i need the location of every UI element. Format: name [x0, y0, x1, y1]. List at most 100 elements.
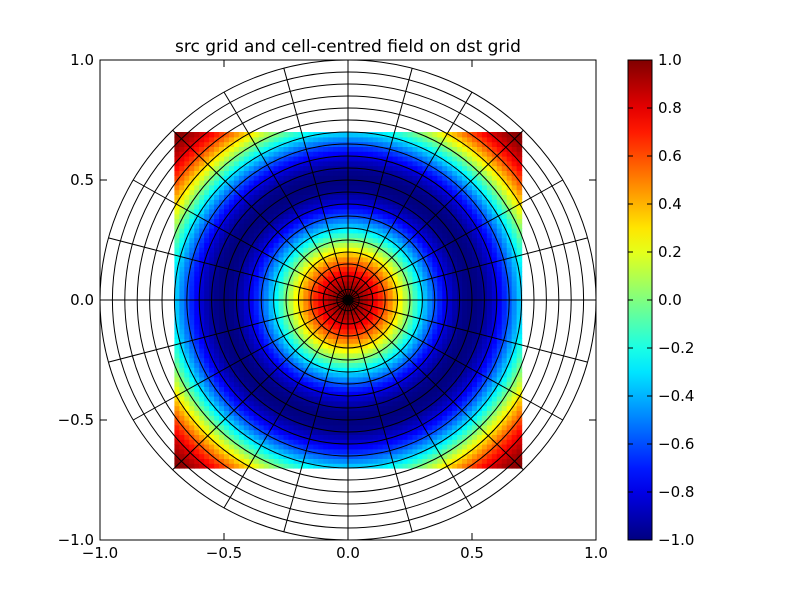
- heatmap-cell: [462, 381, 468, 387]
- heatmap-cell: [372, 266, 379, 272]
- heatmap-cell: [184, 357, 190, 363]
- heatmap-cell: [248, 386, 255, 392]
- heatmap-cell: [214, 156, 220, 162]
- heatmap-cell: [481, 309, 488, 315]
- heatmap-cell: [412, 458, 419, 464]
- heatmap-cell: [219, 156, 225, 162]
- heatmap-cell: [486, 343, 493, 349]
- heatmap-cell: [501, 400, 508, 407]
- heatmap-cell: [238, 352, 245, 359]
- heatmap-cell: [452, 405, 458, 411]
- heatmap-cell: [283, 319, 290, 325]
- heatmap-cell: [427, 328, 433, 335]
- heatmap-cell: [333, 184, 339, 191]
- heatmap-cell: [313, 367, 319, 373]
- heatmap-cell: [501, 132, 508, 138]
- heatmap-cell: [288, 180, 295, 186]
- heatmap-cell: [486, 367, 493, 373]
- heatmap-cell: [343, 184, 349, 191]
- heatmap-cell: [283, 453, 290, 459]
- heatmap-cell: [273, 136, 280, 143]
- heatmap-cell: [392, 261, 399, 267]
- heatmap-cell: [318, 415, 324, 421]
- heatmap-cell: [467, 189, 473, 195]
- heatmap-cell: [328, 328, 334, 335]
- heatmap-cell: [382, 396, 389, 402]
- heatmap-cell: [283, 362, 290, 368]
- heatmap-cell: [253, 247, 260, 253]
- heatmap-cell: [323, 386, 329, 392]
- heatmap-cell: [243, 439, 250, 445]
- heatmap-cell: [238, 463, 245, 469]
- heatmap-cell: [313, 156, 319, 162]
- heatmap-cell: [189, 415, 195, 421]
- heatmap-cell: [362, 180, 369, 186]
- heatmap-cell: [491, 400, 498, 407]
- heatmap-cell: [199, 242, 205, 248]
- heatmap-cell: [516, 156, 523, 162]
- heatmap-cell: [184, 218, 190, 224]
- heatmap-cell: [501, 208, 508, 215]
- polar-spoke: [347, 179, 564, 301]
- heatmap-cell: [447, 213, 453, 219]
- heatmap-cell: [442, 280, 448, 287]
- heatmap-cell: [432, 247, 438, 253]
- heatmap-cell: [283, 410, 290, 416]
- heatmap-cell: [233, 247, 240, 253]
- heatmap-cell: [328, 156, 334, 162]
- heatmap-cell: [238, 338, 245, 344]
- heatmap-cell: [412, 271, 419, 277]
- heatmap-cell: [323, 420, 329, 426]
- heatmap-cell: [447, 304, 453, 311]
- heatmap-cell: [417, 386, 423, 392]
- heatmap-cell: [209, 343, 215, 349]
- heatmap-cell: [278, 261, 285, 267]
- heatmap-cell: [382, 252, 389, 258]
- heatmap-cell: [273, 304, 280, 311]
- heatmap-cell: [233, 415, 240, 421]
- heatmap-cell: [462, 314, 468, 320]
- heatmap-cell: [382, 223, 389, 229]
- heatmap-cell: [427, 372, 433, 378]
- heatmap-cell: [382, 290, 389, 296]
- heatmap-cell: [209, 194, 215, 200]
- heatmap-cell: [258, 309, 265, 315]
- heatmap-cell: [447, 415, 453, 421]
- heatmap-cell: [367, 266, 374, 272]
- heatmap-cell: [313, 194, 319, 200]
- heatmap-cell: [224, 266, 230, 272]
- heatmap-cell: [382, 362, 389, 368]
- heatmap-cell: [263, 189, 270, 195]
- heatmap-cell: [476, 146, 483, 152]
- heatmap-cell: [352, 391, 359, 397]
- heatmap-cell: [362, 453, 369, 459]
- heatmap-cell: [481, 285, 488, 291]
- heatmap-cell: [288, 376, 295, 383]
- heatmap-cell: [268, 376, 275, 383]
- heatmap-cell: [516, 434, 523, 440]
- heatmap-cell: [372, 415, 379, 421]
- heatmap-cell: [362, 391, 369, 397]
- heatmap-cell: [387, 189, 394, 195]
- heatmap-cell: [407, 136, 414, 143]
- heatmap-cell: [442, 160, 448, 167]
- heatmap-cell: [367, 218, 374, 224]
- heatmap-cell: [204, 376, 210, 383]
- heatmap-cell: [214, 405, 220, 411]
- heatmap-cell: [204, 194, 210, 200]
- heatmap-cell: [209, 314, 215, 320]
- heatmap-cell: [427, 463, 433, 469]
- heatmap-cell: [348, 256, 354, 263]
- heatmap-cell: [397, 160, 404, 167]
- heatmap-cell: [417, 132, 423, 138]
- heatmap-cell: [392, 180, 399, 186]
- heatmap-cell: [318, 424, 324, 431]
- heatmap-cell: [407, 156, 414, 162]
- heatmap-cell: [422, 184, 428, 191]
- heatmap-cell: [481, 463, 488, 469]
- heatmap-cell: [462, 434, 468, 440]
- heatmap-cell: [184, 160, 190, 167]
- heatmap-cell: [184, 324, 190, 330]
- heatmap-cell: [288, 290, 295, 296]
- heatmap-cell: [238, 391, 245, 397]
